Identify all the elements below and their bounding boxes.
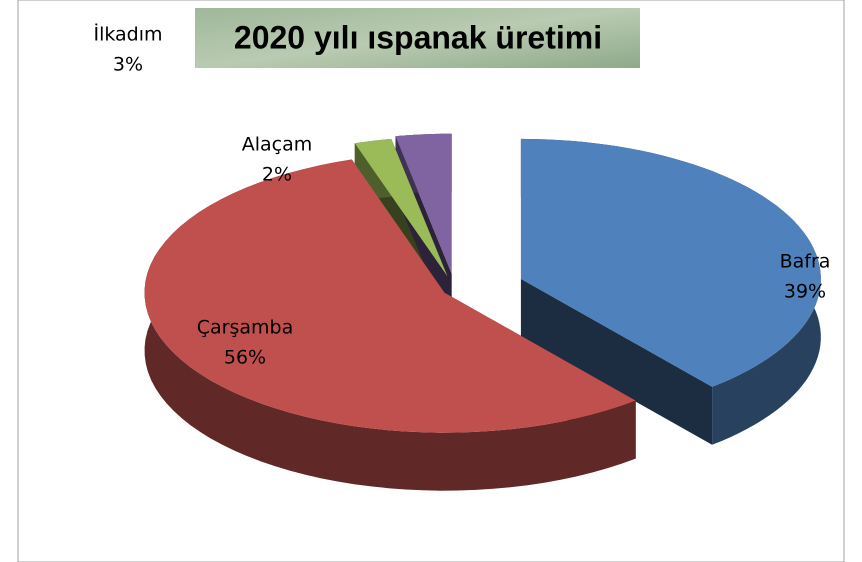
value-label: 56% — [224, 347, 266, 369]
category-label: Bafra — [780, 251, 831, 273]
slice-inner-wall — [520, 278, 713, 445]
category-label: Alaçam — [242, 134, 313, 156]
slice-side — [144, 159, 636, 491]
slice — [354, 138, 448, 277]
slice — [144, 159, 636, 433]
category-label: İlkadım — [93, 23, 162, 46]
value-label: 3% — [113, 54, 143, 76]
pie — [144, 133, 821, 491]
value-label: 2% — [262, 164, 292, 186]
category-label: Çarşamba — [197, 317, 293, 339]
chart-title: 2020 yılı ıspanak üretimi — [234, 19, 602, 55]
slice — [395, 133, 452, 274]
slice — [520, 138, 821, 387]
title-box — [195, 8, 640, 68]
value-label: 39% — [784, 281, 826, 303]
